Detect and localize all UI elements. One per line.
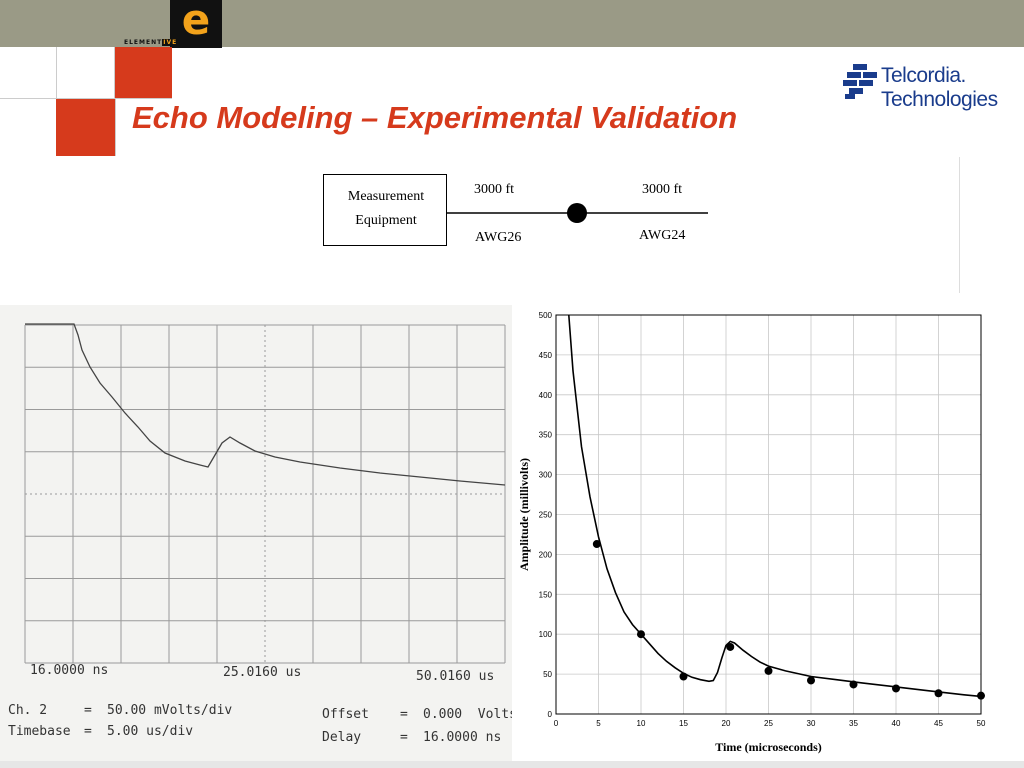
scope-offset-value: 0.000 Volts bbox=[423, 707, 512, 722]
measured-point bbox=[977, 691, 985, 700]
x-axis-title: Time (microseconds) bbox=[715, 740, 822, 754]
scope-time-end: 50.0160 us bbox=[416, 669, 495, 684]
company-name-line2: Technologies bbox=[881, 88, 998, 111]
scope-delay-eq: = bbox=[400, 730, 408, 745]
measured-point bbox=[637, 630, 645, 639]
bottom-band bbox=[0, 761, 1024, 768]
scope-delay-value: 16.0000 ns bbox=[423, 730, 502, 745]
scope-time-start: 16.0000 ns bbox=[30, 663, 109, 678]
measured-point bbox=[892, 684, 900, 693]
slide-title: Echo Modeling – Experimental Validation bbox=[132, 100, 738, 135]
logo-wordmark: ELEMENTIVE bbox=[124, 39, 179, 46]
segment1-length: 3000 ft bbox=[474, 182, 515, 197]
y-axis-title: Amplitude (millivolts) bbox=[517, 458, 531, 571]
box-label-line1: Measurement bbox=[347, 189, 425, 204]
decor-line-horizontal bbox=[0, 98, 172, 99]
scope-grid bbox=[24, 323, 506, 664]
x-tick-label: 5 bbox=[596, 719, 601, 728]
measured-point bbox=[592, 540, 601, 549]
logo-word-main: ELEMENT bbox=[124, 39, 163, 46]
y-tick-label: 250 bbox=[539, 511, 553, 520]
oscilloscope-trace: 16.0000 ns 25.0160 us 50.0160 us Ch. 2 =… bbox=[0, 305, 512, 761]
x-tick-label: 15 bbox=[679, 719, 688, 728]
x-tick-label: 10 bbox=[637, 719, 646, 728]
x-tick-label: 0 bbox=[554, 719, 559, 728]
segment1-gauge: AWG26 bbox=[475, 230, 522, 245]
right-divider bbox=[959, 157, 960, 293]
y-tick-label: 400 bbox=[539, 391, 553, 400]
decor-square-outline bbox=[56, 47, 115, 99]
measured-point bbox=[849, 680, 858, 689]
measurement-equipment-box: Measurement Equipment bbox=[323, 174, 447, 246]
measured-point bbox=[726, 642, 735, 651]
logo-word-tail: IVE bbox=[162, 39, 179, 46]
plot-svg: 0 5 10 15 20 25 30 35 40 45 5005010015020025030035… bbox=[517, 311, 986, 754]
y-tick-label: 50 bbox=[543, 670, 552, 679]
scope-waveform bbox=[25, 323, 506, 486]
x-tick-label: 20 bbox=[722, 719, 731, 728]
scope-offset-label: Offset bbox=[322, 707, 369, 722]
y-tick-label: 450 bbox=[539, 351, 553, 360]
scope-delay-label: Delay bbox=[322, 730, 362, 745]
scope-offset-eq: = bbox=[400, 707, 408, 722]
diagram-lines bbox=[447, 203, 708, 223]
scope-timebase-eq: = bbox=[84, 724, 92, 739]
scope-channel-label: Ch. 2 bbox=[8, 703, 48, 718]
y-tick-label: 300 bbox=[539, 471, 553, 480]
decor-line-vertical bbox=[115, 99, 116, 156]
scope-timebase-value: 5.00 us/div bbox=[107, 724, 194, 739]
company-name-line1: Telcordia. bbox=[881, 64, 966, 87]
junction-node bbox=[567, 203, 587, 223]
telcordia-logo: Telcordia. Technologies bbox=[843, 62, 1013, 118]
segment2-length: 3000 ft bbox=[642, 182, 683, 197]
x-tick-label: 35 bbox=[849, 719, 858, 728]
x-tick-label: 50 bbox=[977, 719, 986, 728]
y-tick-label: 100 bbox=[539, 630, 553, 639]
x-tick-label: 25 bbox=[764, 719, 773, 728]
measured-point bbox=[934, 689, 943, 698]
y-tick-label: 500 bbox=[539, 311, 553, 320]
y-tick-label: 350 bbox=[539, 431, 553, 440]
measured-point bbox=[679, 672, 688, 681]
scope-channel-value: 50.00 mVolts/div bbox=[107, 703, 233, 718]
segment2-gauge: AWG24 bbox=[639, 228, 686, 243]
telcordia-icon bbox=[843, 64, 877, 99]
y-tick-label: 200 bbox=[539, 550, 553, 559]
x-tick-label: 30 bbox=[807, 719, 816, 728]
y-tick-label: 150 bbox=[539, 590, 553, 599]
plot-frame bbox=[555, 314, 982, 715]
line-setup-diagram: Measurement Equipment 3000 ft AWG26 3000… bbox=[320, 170, 720, 250]
echo-amplitude-plot: 0 5 10 15 20 25 30 35 40 45 50 0 50 100 150 200 250 300 35… bbox=[512, 305, 1002, 761]
logo-letter: e bbox=[181, 0, 211, 44]
elementive-logo: e bbox=[170, 0, 222, 48]
scope-timebase-label: Timebase bbox=[8, 724, 71, 739]
x-tick-label: 45 bbox=[934, 719, 943, 728]
decor-square-red-bottom bbox=[56, 99, 115, 156]
measured-point bbox=[764, 666, 773, 675]
model-curve bbox=[568, 314, 982, 698]
box-label-line2: Equipment bbox=[355, 213, 417, 228]
decor-square-red-top bbox=[115, 47, 172, 99]
scope-time-mid: 25.0160 us bbox=[223, 665, 302, 680]
measured-point bbox=[807, 676, 815, 685]
scope-channel-eq: = bbox=[84, 703, 92, 718]
x-tick-label: 40 bbox=[892, 719, 901, 728]
y-tick-label: 0 bbox=[548, 710, 553, 719]
